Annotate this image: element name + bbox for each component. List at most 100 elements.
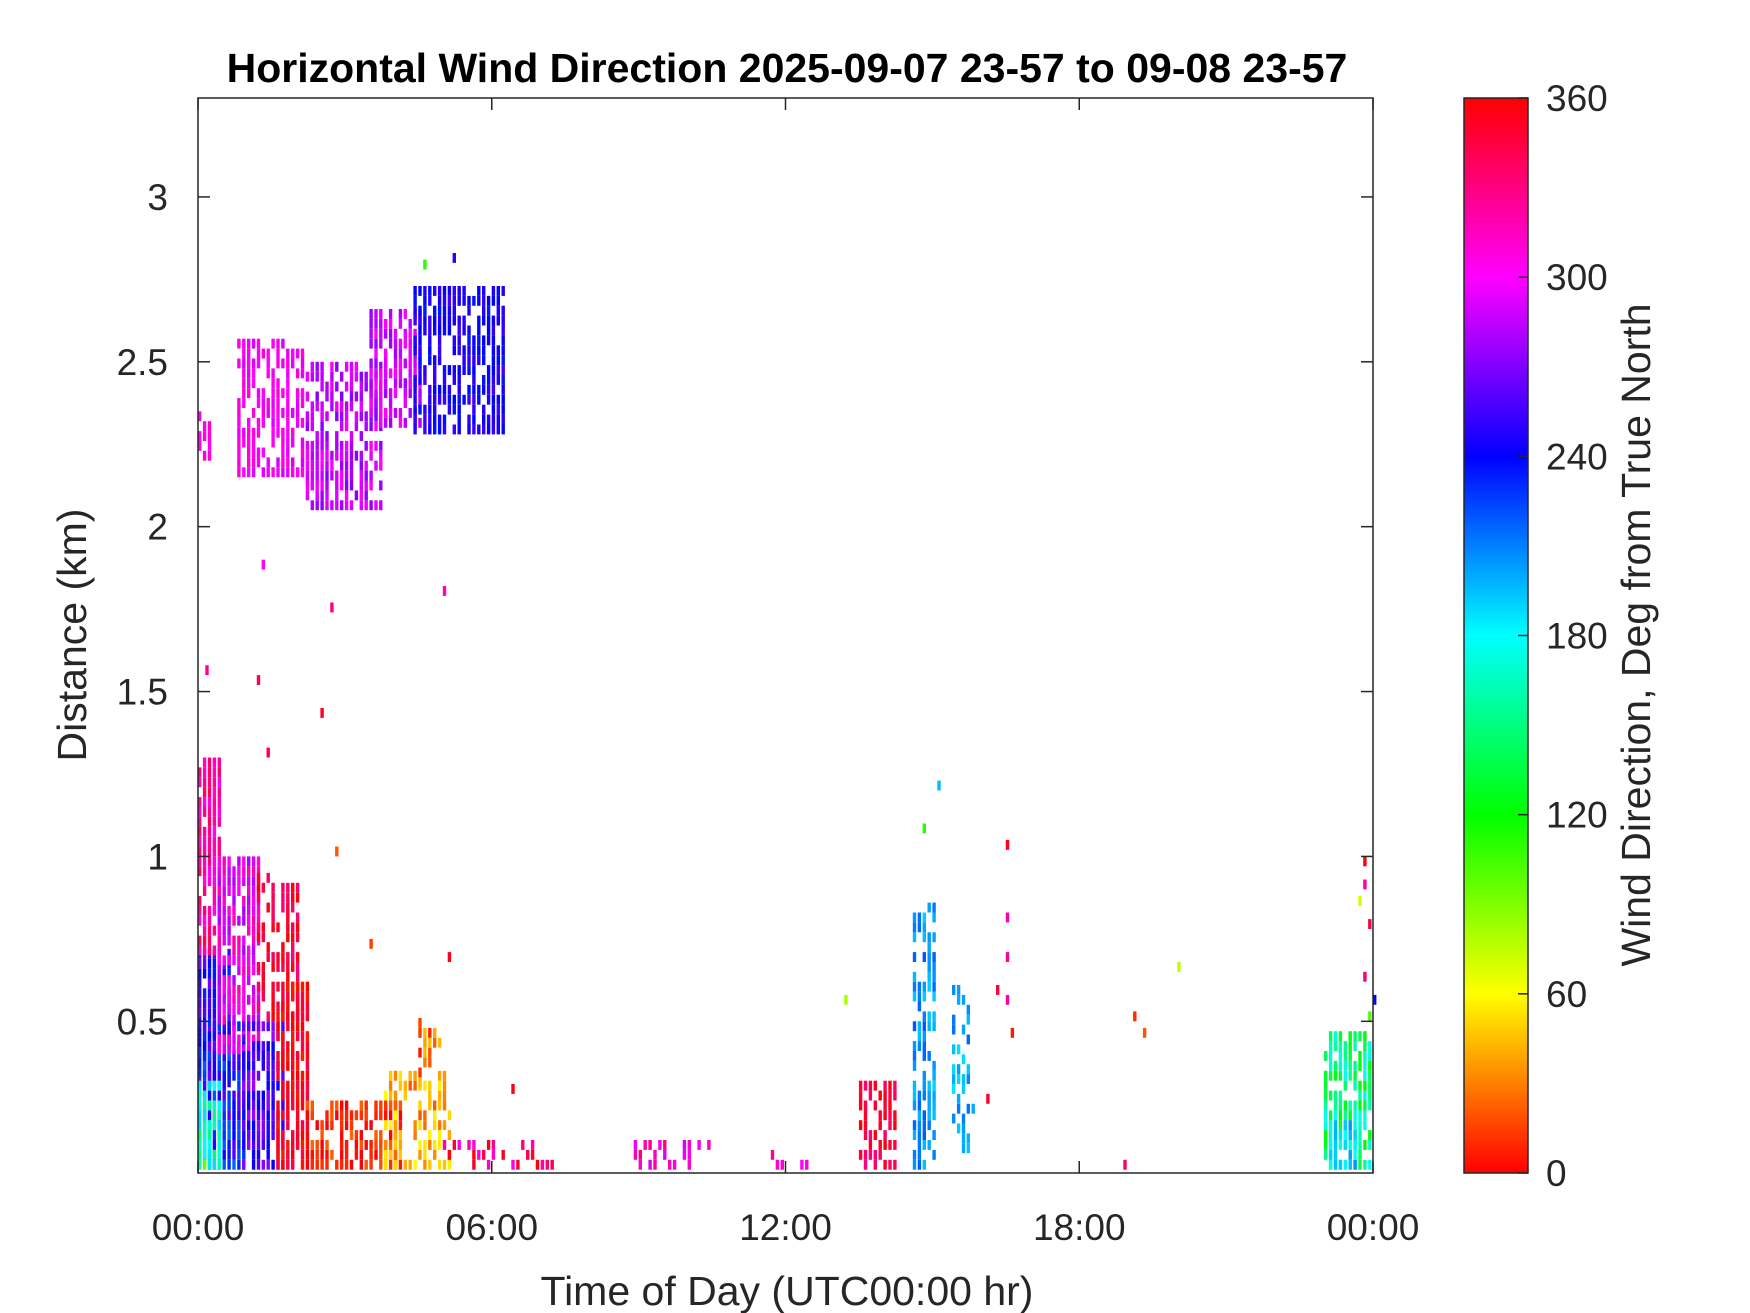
heatmap-cell (482, 1149, 486, 1160)
heatmap-cell (364, 1159, 368, 1170)
heatmap-cell (873, 1100, 877, 1111)
heatmap-cell (202, 1060, 207, 1071)
heatmap-cell (320, 460, 324, 471)
heatmap-cell (315, 1140, 319, 1150)
colorbar-tick-label: 120 (1546, 795, 1608, 836)
heatmap-cell (286, 388, 290, 399)
heatmap-cell (359, 431, 363, 441)
heatmap-cell (501, 286, 505, 296)
heatmap-cell (320, 1130, 324, 1140)
heatmap-cell (868, 1140, 873, 1150)
heatmap-cell (374, 358, 378, 369)
heatmap-cell (227, 935, 231, 946)
heatmap-cell (917, 991, 922, 1002)
heatmap-cell (956, 994, 961, 1005)
heatmap-cell (687, 1140, 691, 1150)
heatmap-cell (344, 1110, 349, 1121)
heatmap-cell (222, 1130, 226, 1140)
heatmap-cell (247, 378, 251, 389)
heatmap-cell (237, 1070, 241, 1081)
heatmap-cell (932, 932, 936, 943)
heatmap-cell (325, 1140, 329, 1150)
heatmap-cell (291, 467, 295, 478)
heatmap-cell (305, 440, 310, 451)
heatmap-cell (687, 1159, 691, 1170)
heatmap-cell (335, 846, 339, 857)
heatmap-cell (320, 490, 324, 501)
heatmap-cell (207, 1041, 212, 1051)
heatmap-cell (271, 912, 275, 923)
heatmap-cell (340, 450, 344, 461)
heatmap-cell (227, 1149, 231, 1160)
heatmap-cell (286, 457, 290, 468)
heatmap-cell (349, 391, 354, 402)
heatmap-cell (912, 1051, 917, 1061)
heatmap-cell (1338, 1110, 1343, 1121)
heatmap-cell (393, 1070, 398, 1081)
heatmap-cell (413, 315, 417, 326)
heatmap-cell (266, 1100, 270, 1111)
heatmap-cell (340, 440, 344, 451)
heatmap-cell (261, 1159, 265, 1170)
heatmap-cell (295, 981, 300, 992)
heatmap-cell (868, 1090, 873, 1101)
heatmap-cell (491, 404, 496, 415)
heatmap-cell (932, 971, 936, 982)
heatmap-cell (295, 1021, 300, 1032)
heatmap-cell (198, 1100, 202, 1111)
heatmap-cell (266, 902, 270, 913)
heatmap-cell (873, 1080, 877, 1091)
heatmap-cell (207, 757, 212, 768)
heatmap-cell (310, 460, 314, 471)
heatmap-cell (271, 417, 275, 428)
heatmap-cell (408, 328, 412, 339)
heatmap-cell (486, 1140, 491, 1150)
heatmap-cell (388, 368, 393, 379)
heatmap-cell (374, 1100, 378, 1111)
heatmap-cell (242, 1140, 246, 1150)
heatmap-cell (344, 1159, 349, 1170)
heatmap-cell (291, 1041, 295, 1051)
heatmap-cell (256, 338, 261, 349)
heatmap-cell (437, 335, 442, 346)
heatmap-cell (202, 1149, 207, 1160)
heatmap-cell (335, 440, 339, 451)
heatmap-cell (359, 450, 363, 461)
heatmap-cell (247, 1110, 251, 1121)
heatmap-cell (281, 962, 285, 972)
heatmap-cell (1338, 1100, 1343, 1111)
heatmap-cell (202, 1120, 207, 1131)
heatmap-cell (403, 378, 407, 389)
heatmap-cell (496, 295, 500, 306)
heatmap-cell (888, 1110, 892, 1121)
heatmap-cell (310, 1140, 314, 1150)
heatmap-cell (237, 1149, 241, 1160)
heatmap-cell (374, 421, 378, 432)
heatmap-cell (305, 391, 310, 402)
heatmap-cell (261, 388, 265, 399)
heatmap-cell (237, 866, 241, 877)
heatmap-cell (873, 1130, 877, 1140)
heatmap-cell (379, 1140, 383, 1150)
heatmap-cell (325, 381, 329, 392)
x-tick-label: 18:00 (1033, 1207, 1126, 1248)
heatmap-cell (354, 1140, 359, 1150)
heatmap-cell (281, 1120, 285, 1131)
heatmap-cell (251, 925, 256, 936)
heatmap-cell (286, 1159, 290, 1170)
heatmap-cell (643, 1140, 647, 1150)
heatmap-cell (305, 981, 310, 992)
heatmap-cell (271, 1070, 275, 1081)
heatmap-cell (491, 325, 496, 336)
heatmap-cell (398, 1149, 403, 1160)
heatmap-cell (305, 1130, 310, 1140)
heatmap-cell (242, 1120, 246, 1131)
heatmap-cell (256, 398, 261, 408)
heatmap-cell (447, 384, 452, 395)
heatmap-cell (1358, 1110, 1362, 1121)
heatmap-cell (276, 1149, 280, 1160)
heatmap-cell (232, 1140, 236, 1150)
heatmap-cell (217, 1149, 221, 1160)
heatmap-cell (1368, 919, 1372, 929)
heatmap-cell (1005, 912, 1010, 923)
